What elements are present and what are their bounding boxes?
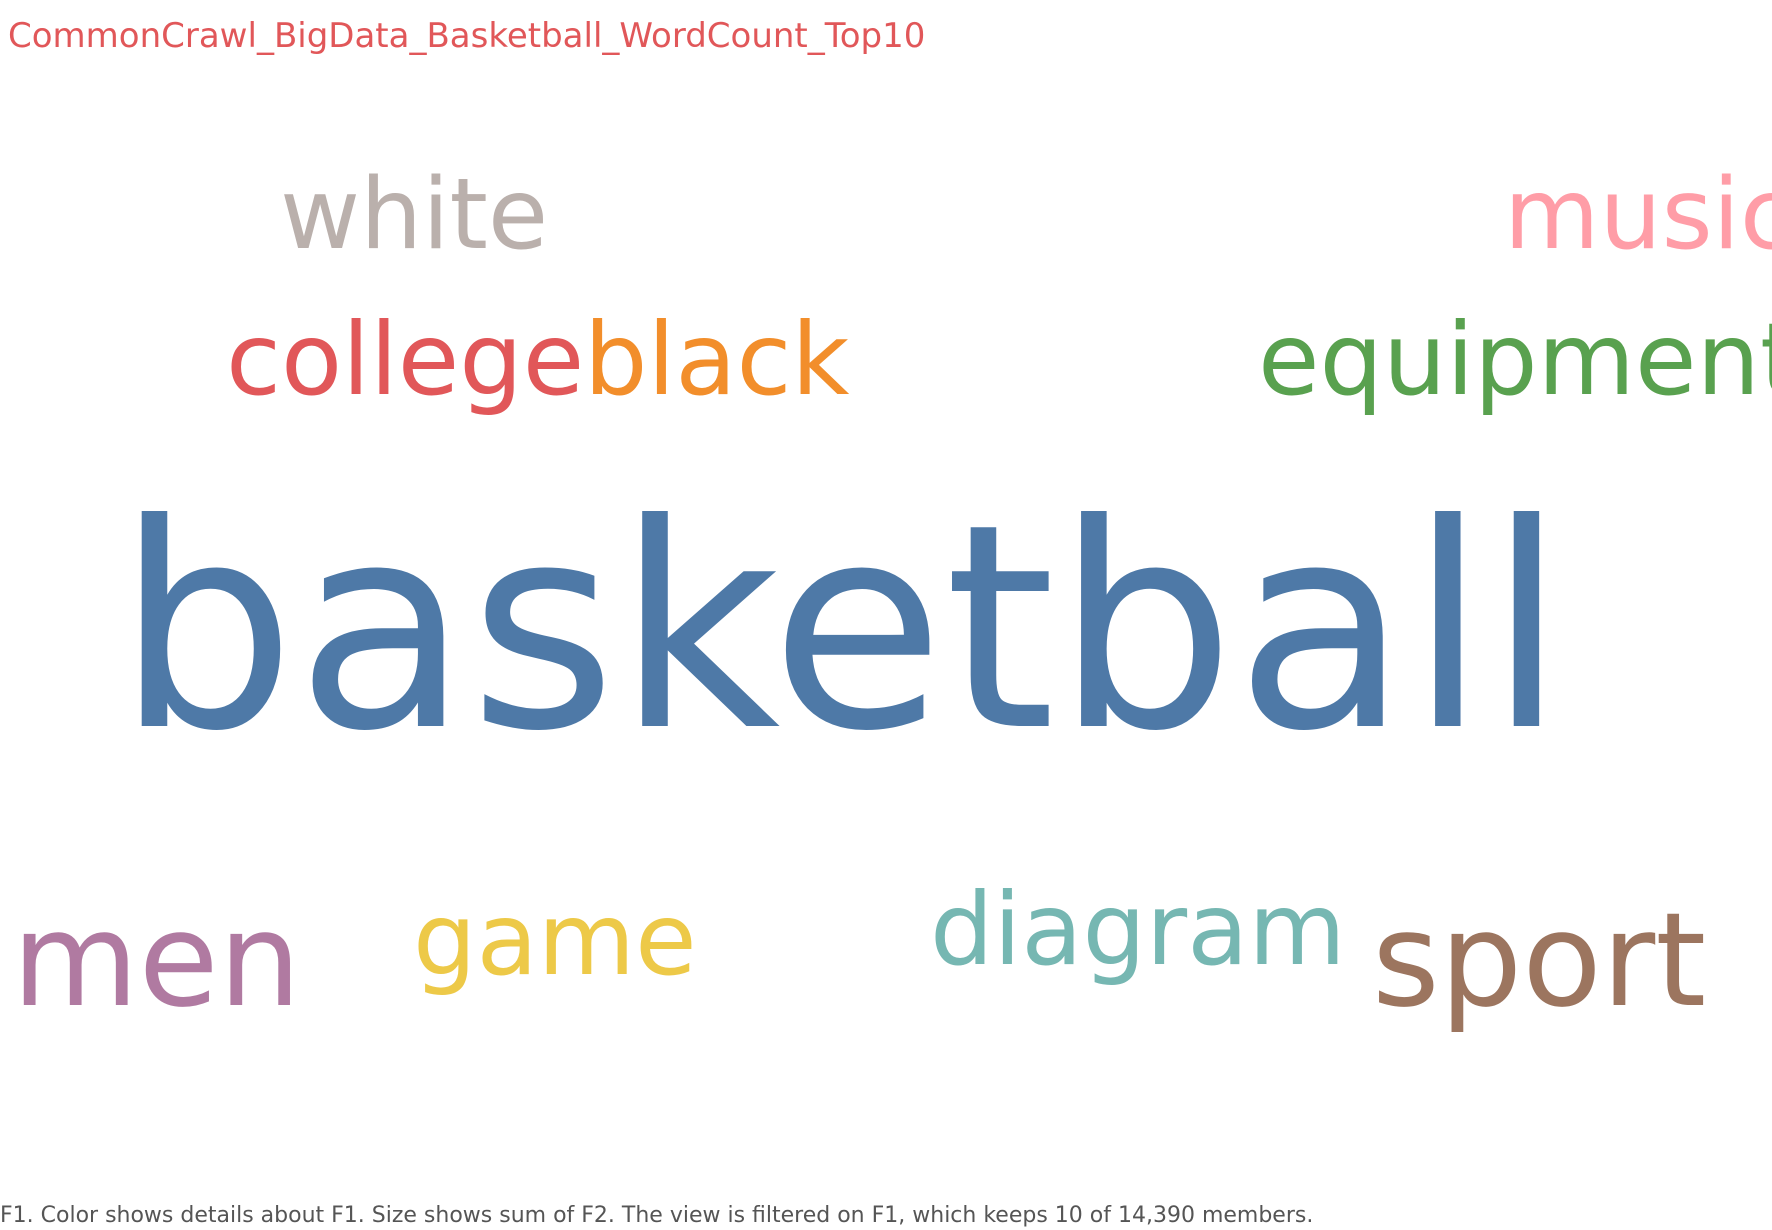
- word-black[interactable]: black: [584, 301, 850, 418]
- sheet-title: CommonCrawl_BigData_Basketball_WordCount…: [8, 16, 926, 56]
- word-basketball[interactable]: basketball: [116, 463, 1566, 793]
- word-equipment[interactable]: equipment: [1258, 301, 1772, 418]
- word-sport[interactable]: sport: [1372, 884, 1707, 1036]
- word-diagram[interactable]: diagram: [930, 871, 1346, 988]
- word-men[interactable]: men: [12, 884, 302, 1036]
- word-game[interactable]: game: [413, 881, 697, 998]
- word-white[interactable]: white: [280, 158, 549, 272]
- word-music[interactable]: music: [1504, 158, 1772, 272]
- view-caption: F1. Color shows details about F1. Size s…: [0, 1203, 1314, 1228]
- word-college[interactable]: college: [226, 301, 585, 418]
